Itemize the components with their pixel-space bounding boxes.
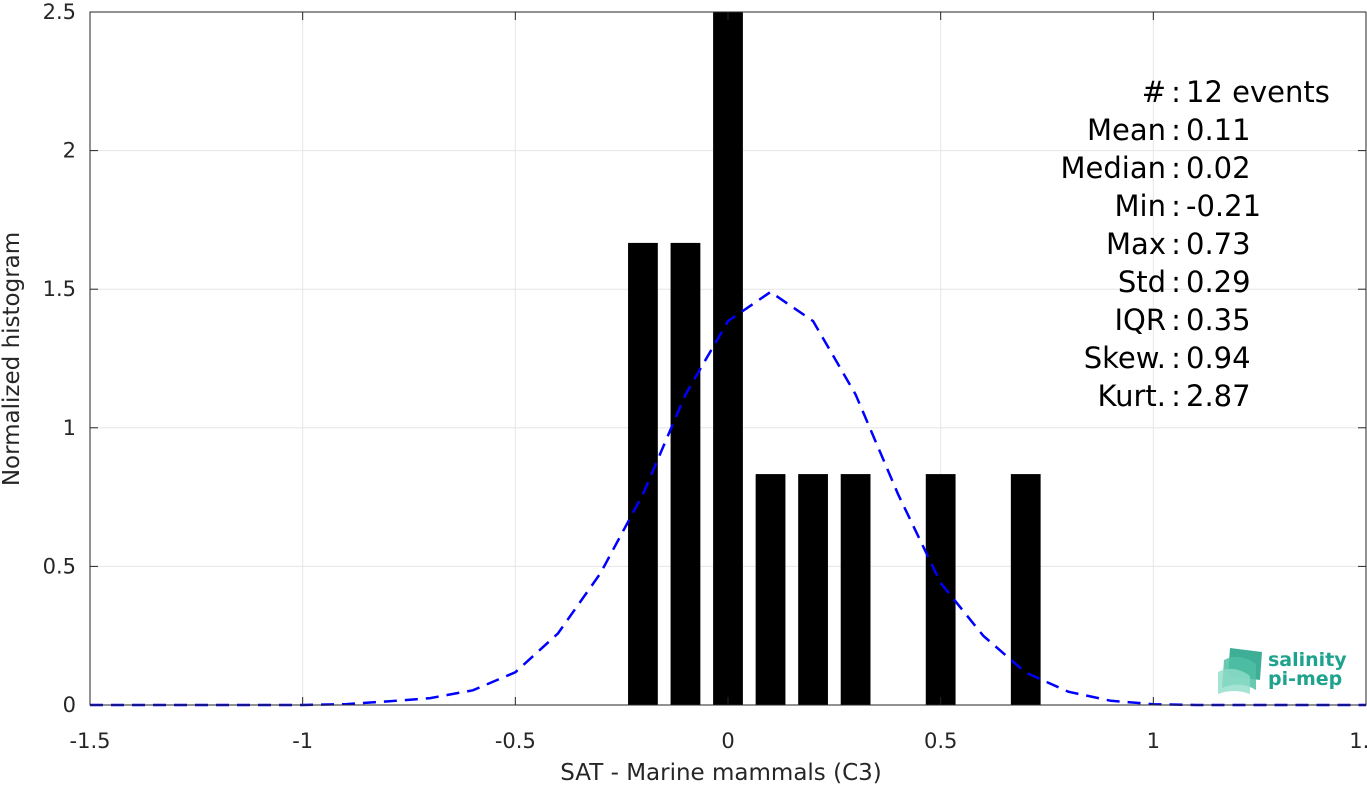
histogram-bar [798, 474, 828, 705]
x-tick-label: 1.5 [1349, 729, 1367, 753]
x-tick-label: -1.5 [70, 729, 111, 753]
stat-separator: : [1171, 265, 1181, 299]
stat-separator: : [1171, 379, 1181, 413]
y-tick-label: 2 [63, 139, 76, 163]
stat-separator: : [1171, 113, 1181, 147]
stat-value: 0.73 [1186, 227, 1251, 261]
stat-value: 0.02 [1186, 151, 1251, 185]
stat-label: Skew. [1084, 341, 1166, 375]
y-tick-label: 0.5 [43, 554, 76, 578]
stat-separator: : [1171, 151, 1181, 185]
stat-separator: : [1171, 227, 1181, 261]
stat-label: # [1142, 75, 1166, 109]
histogram-bar [925, 474, 956, 705]
tick-labels: -1.5 -1 -0.5 0 0.5 1 1.5 0 0.5 1 1.5 2 2.5 [43, 0, 1367, 753]
stat-label: Kurt. [1098, 379, 1166, 413]
histogram-bar [755, 474, 786, 705]
histogram-bar [628, 242, 658, 705]
histogram-bar [713, 12, 743, 705]
stat-separator: : [1171, 75, 1181, 109]
stat-value: 0.35 [1186, 303, 1251, 337]
y-tick-label: 1 [63, 416, 76, 440]
x-tick-label: -1 [292, 729, 313, 753]
stat-label: IQR [1114, 303, 1166, 337]
x-axis-label: SAT - Marine mammals (C3) [560, 760, 882, 785]
histogram-bars [628, 12, 1041, 705]
y-tick-label: 0 [63, 693, 76, 717]
axes [89, 11, 1367, 706]
stat-value: 2.87 [1186, 379, 1251, 413]
y-tick-label: 1.5 [43, 277, 76, 301]
stat-value: 0.29 [1186, 265, 1251, 299]
logo-line1: salinity [1268, 649, 1347, 671]
logo-line2: pi-mep [1268, 668, 1342, 690]
stat-label: Mean [1087, 113, 1166, 147]
stat-value: 0.11 [1186, 113, 1251, 147]
histogram-bar [840, 474, 871, 705]
histogram-bar [1010, 474, 1041, 705]
x-tick-label: 0 [721, 729, 734, 753]
stat-separator: : [1171, 303, 1181, 337]
stat-value: -0.21 [1186, 189, 1261, 223]
x-tick-label: 0.5 [924, 729, 957, 753]
stat-label: Max [1106, 227, 1166, 261]
y-tick-label: 2.5 [43, 0, 76, 24]
stat-label: Std [1118, 265, 1166, 299]
stat-label: Median [1061, 151, 1166, 185]
x-tick-label: -0.5 [495, 729, 536, 753]
stat-label: Min [1115, 189, 1166, 223]
stat-separator: : [1171, 341, 1181, 375]
stat-separator: : [1171, 189, 1181, 223]
y-axis-label: Normalized histogram [0, 232, 25, 486]
x-tick-label: 1 [1147, 729, 1160, 753]
histogram-bar [670, 242, 701, 705]
stat-value: 12 events [1186, 75, 1330, 109]
logo-waves-icon [1218, 648, 1262, 694]
salinity-pimep-logo: salinity pi-mep [1218, 648, 1347, 694]
stat-value: 0.94 [1186, 341, 1251, 375]
